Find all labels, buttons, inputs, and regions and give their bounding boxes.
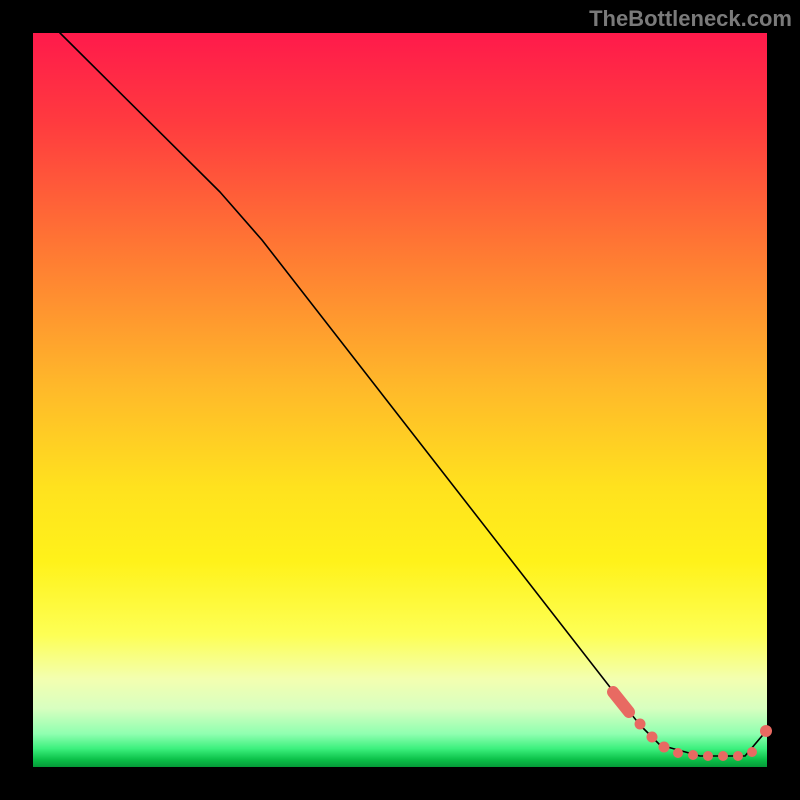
trail-dot bbox=[635, 719, 646, 730]
trail-dot bbox=[747, 747, 757, 757]
trail-dot bbox=[647, 732, 658, 743]
chart-svg bbox=[0, 0, 800, 800]
trail-dot bbox=[659, 742, 670, 753]
trail-dot bbox=[688, 750, 698, 760]
trail-dot bbox=[673, 748, 683, 758]
trail-dot bbox=[760, 725, 772, 737]
plot-background bbox=[33, 33, 767, 767]
trail-dot bbox=[703, 751, 713, 761]
trail-dot bbox=[733, 751, 743, 761]
source-attribution-label: TheBottleneck.com bbox=[589, 6, 792, 32]
chart-canvas: TheBottleneck.com bbox=[0, 0, 800, 800]
trail-dot bbox=[718, 751, 728, 761]
